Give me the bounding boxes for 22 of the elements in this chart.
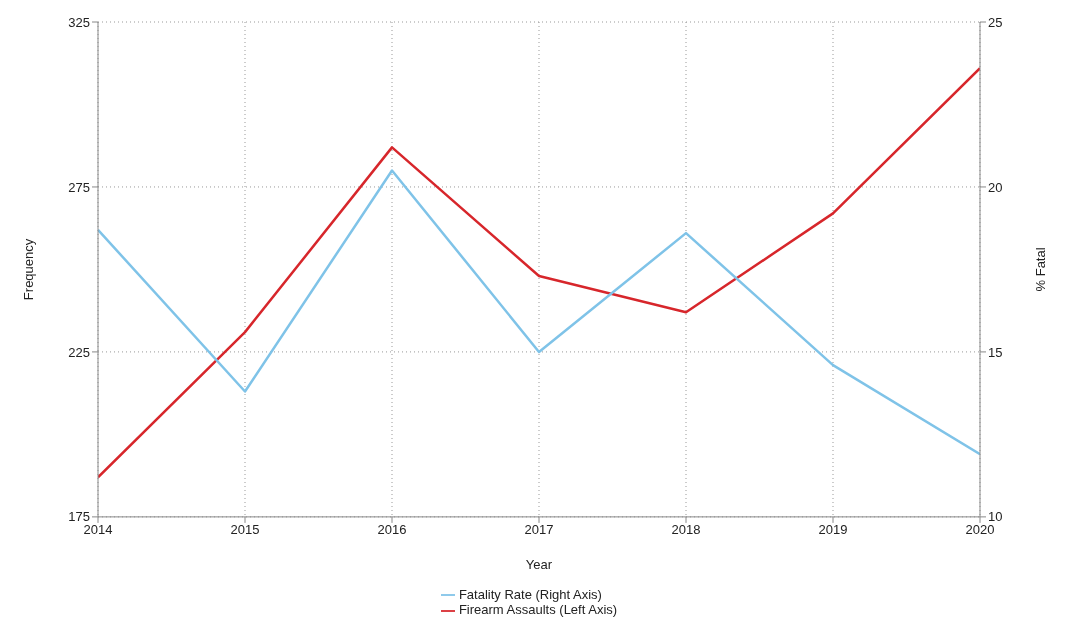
legend-label: Firearm Assaults (Left Axis) [458,602,618,618]
x-tick-label: 2019 [818,522,848,538]
y-axis-title: Frequency [20,238,36,301]
x-axis-title: Year [525,556,553,572]
y-tick-label: 225 [68,344,90,360]
x-tick-label: 2016 [377,522,407,538]
x-tick-label: 2017 [524,522,554,538]
x-tick-label: 2014 [83,522,113,538]
x-tick-label: 2015 [230,522,260,538]
y2-tick-label: 25 [988,14,1003,30]
line-series [98,66,980,479]
y2-axis-title: % Fatal [1032,247,1048,292]
legend-label: Fatality Rate (Right Axis) [458,586,602,602]
y-tick-label: 275 [68,179,90,195]
x-tick-label: 2020 [965,522,995,538]
x-tick-label: 2018 [671,522,701,538]
y-tick-label: 175 [68,509,90,525]
y2-tick-label: 10 [988,509,1003,525]
y2-tick-label: 15 [988,344,1003,360]
line-series [98,169,980,456]
y2-tick-label: 20 [988,179,1003,195]
y-tick-label: 325 [68,14,90,30]
